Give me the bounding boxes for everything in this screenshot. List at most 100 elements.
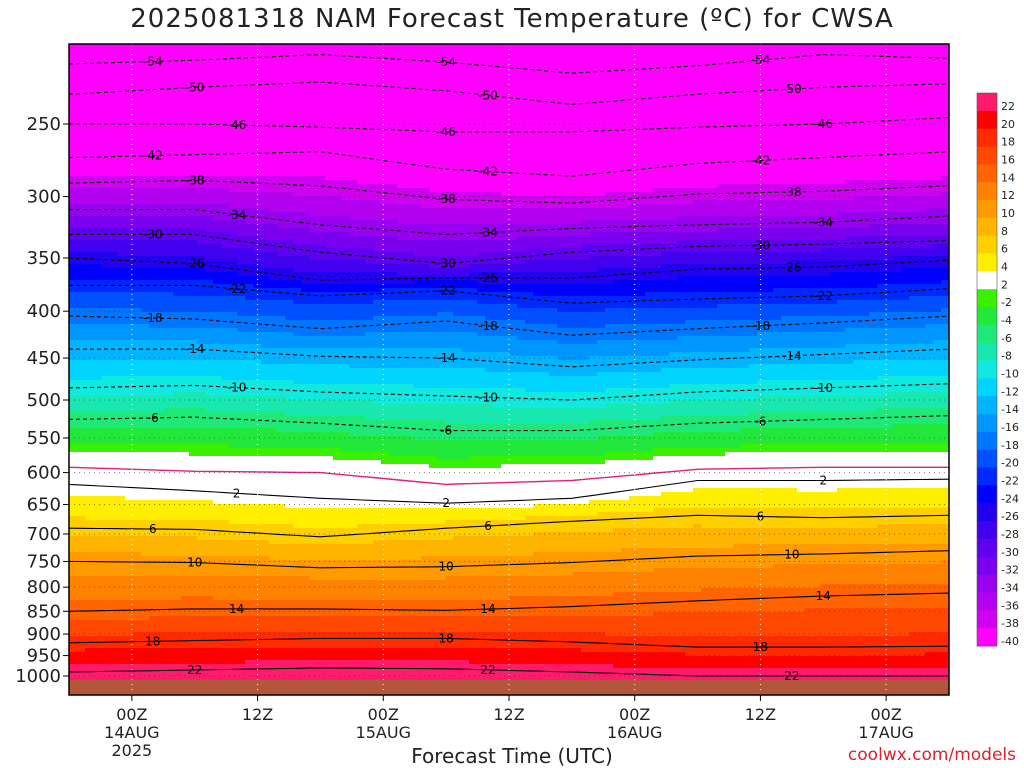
field-cell	[309, 388, 318, 393]
field-cell	[109, 412, 118, 417]
field-cell	[261, 464, 270, 469]
field-cell	[93, 184, 102, 189]
field-cell	[93, 104, 102, 109]
field-cell	[85, 668, 94, 673]
field-cell	[77, 596, 86, 601]
field-cell	[85, 248, 94, 253]
field-cell	[277, 560, 286, 565]
field-cell	[229, 168, 238, 173]
field-cell	[197, 260, 206, 265]
field-cell	[77, 396, 86, 401]
field-cell	[205, 80, 214, 85]
field-cell	[229, 580, 238, 585]
field-cell	[141, 444, 150, 449]
field-cell	[269, 360, 278, 365]
field-cell	[157, 536, 166, 541]
field-cell	[181, 484, 190, 489]
field-cell	[181, 112, 190, 117]
field-cell	[237, 472, 246, 477]
field-cell	[125, 204, 134, 209]
field-cell	[93, 140, 102, 145]
field-cell	[237, 184, 246, 189]
field-cell	[77, 320, 86, 325]
field-cell	[229, 144, 238, 149]
field-cell	[237, 392, 246, 397]
field-cell	[253, 316, 262, 321]
field-cell	[213, 72, 222, 77]
field-cell	[77, 428, 86, 433]
field-cell	[93, 564, 102, 569]
field-cell	[277, 568, 286, 573]
field-cell	[277, 348, 286, 353]
field-cell	[173, 84, 182, 89]
field-cell	[237, 516, 246, 521]
field-cell	[109, 292, 118, 297]
field-cell	[109, 280, 118, 285]
field-cell	[301, 484, 310, 489]
field-cell	[205, 620, 214, 625]
field-cell	[93, 144, 102, 149]
field-cell	[77, 444, 86, 449]
field-cell	[205, 236, 214, 241]
field-cell	[181, 276, 190, 281]
field-cell	[165, 216, 174, 221]
field-cell	[93, 132, 102, 137]
field-cell	[301, 656, 310, 661]
field-cell	[277, 476, 286, 481]
field-cell	[285, 588, 294, 593]
field-cell	[77, 308, 86, 313]
field-cell	[229, 492, 238, 497]
field-cell	[301, 568, 310, 573]
field-cell	[101, 508, 110, 513]
field-cell	[181, 64, 190, 69]
field-cell	[205, 412, 214, 417]
field-cell	[149, 56, 158, 61]
field-cell	[285, 608, 294, 613]
field-cell	[125, 232, 134, 237]
field-cell	[165, 200, 174, 205]
field-cell	[253, 68, 262, 73]
field-cell	[301, 576, 310, 581]
field-cell	[309, 240, 318, 245]
field-cell	[245, 348, 254, 353]
field-cell	[253, 420, 262, 425]
field-cell	[173, 68, 182, 73]
field-cell	[69, 576, 78, 581]
field-cell	[93, 316, 102, 321]
field-cell	[125, 400, 134, 405]
field-cell	[149, 292, 158, 297]
field-cell	[205, 60, 214, 65]
field-cell	[141, 556, 150, 561]
field-cell	[101, 476, 110, 481]
field-cell	[101, 364, 110, 369]
field-cell	[189, 296, 198, 301]
field-cell	[85, 460, 94, 465]
field-cell	[285, 188, 294, 193]
field-cell	[285, 664, 294, 669]
field-cell	[189, 112, 198, 117]
field-cell	[101, 264, 110, 269]
field-cell	[157, 480, 166, 485]
field-cell	[77, 184, 86, 189]
field-cell	[133, 380, 142, 385]
field-cell	[277, 592, 286, 597]
field-cell	[69, 208, 78, 213]
field-cell	[205, 360, 214, 365]
field-cell	[269, 428, 278, 433]
field-cell	[181, 324, 190, 329]
field-cell	[93, 84, 102, 89]
field-cell	[301, 268, 310, 273]
field-cell	[253, 164, 262, 169]
field-cell	[293, 260, 302, 265]
field-cell	[205, 120, 214, 125]
field-cell	[253, 284, 262, 289]
field-cell	[157, 592, 166, 597]
field-cell	[189, 320, 198, 325]
field-cell	[253, 176, 262, 181]
field-cell	[109, 256, 118, 261]
field-cell	[125, 516, 134, 521]
field-cell	[141, 44, 150, 49]
field-cell	[101, 132, 110, 137]
field-cell	[133, 520, 142, 525]
field-cell	[269, 656, 278, 661]
